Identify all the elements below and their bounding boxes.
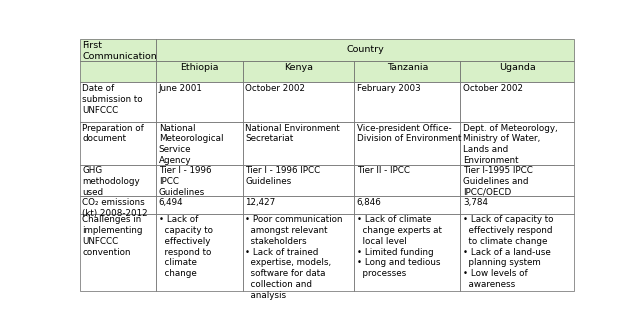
Text: Tanzania: Tanzania: [387, 62, 428, 72]
Bar: [354, 122, 461, 164]
Text: February 2003: February 2003: [357, 84, 420, 93]
Text: June 2001: June 2001: [159, 84, 203, 93]
Text: National Environment
Secretariat: National Environment Secretariat: [246, 124, 340, 143]
Text: Kenya: Kenya: [284, 62, 313, 72]
Bar: [461, 164, 574, 196]
Text: Tier I-1995 IPCC
Guidelines and
IPCC/OECD: Tier I-1995 IPCC Guidelines and IPCC/OEC…: [463, 166, 533, 197]
Bar: [461, 82, 574, 122]
Text: October 2002: October 2002: [246, 84, 306, 93]
Bar: [80, 82, 156, 122]
Bar: [354, 214, 461, 291]
Text: • Poor communication
  amongst relevant
  stakeholders
• Lack of trained
  exper: • Poor communication amongst relevant st…: [246, 215, 343, 300]
Bar: [80, 196, 156, 214]
Bar: [461, 61, 574, 82]
Bar: [243, 164, 354, 196]
Text: 6,846: 6,846: [357, 198, 382, 207]
Bar: [354, 61, 461, 82]
Bar: [354, 164, 461, 196]
Bar: [243, 61, 354, 82]
Bar: [243, 122, 354, 164]
Bar: [156, 61, 243, 82]
Bar: [156, 82, 243, 122]
Bar: [80, 214, 156, 291]
Text: Country: Country: [346, 45, 384, 55]
Bar: [80, 122, 156, 164]
Bar: [461, 196, 574, 214]
Bar: [354, 196, 461, 214]
Text: Ethiopia: Ethiopia: [181, 62, 219, 72]
Bar: [80, 164, 156, 196]
Text: 3,784: 3,784: [463, 198, 488, 207]
Bar: [80, 39, 156, 61]
Bar: [156, 214, 243, 291]
Text: Challenges in
implementing
UNFCCC
convention: Challenges in implementing UNFCCC conven…: [82, 215, 143, 257]
Bar: [156, 39, 574, 61]
Text: • Lack of
  capacity to
  effectively
  respond to
  climate
  change: • Lack of capacity to effectively respon…: [159, 215, 213, 278]
Text: National
Meteorological
Service
Agency: National Meteorological Service Agency: [159, 124, 223, 165]
Bar: [243, 82, 354, 122]
Text: October 2002: October 2002: [463, 84, 523, 93]
Bar: [156, 164, 243, 196]
Text: Uganda: Uganda: [499, 62, 536, 72]
Text: CO₂ emissions
(kt) 2008-2012: CO₂ emissions (kt) 2008-2012: [82, 198, 148, 218]
Text: GHG
methodology
used: GHG methodology used: [82, 166, 140, 197]
Text: • Lack of capacity to
  effectively respond
  to climate change
• Lack of a land: • Lack of capacity to effectively respon…: [463, 215, 553, 289]
Bar: [354, 82, 461, 122]
Text: Date of
submission to
UNFCCC: Date of submission to UNFCCC: [82, 84, 143, 114]
Bar: [156, 122, 243, 164]
Bar: [80, 61, 156, 82]
Text: • Lack of climate
  change experts at
  local level
• Limited funding
• Long and: • Lack of climate change experts at loca…: [357, 215, 441, 278]
Bar: [461, 214, 574, 291]
Text: Tier I - 1996
IPCC
Guidelines: Tier I - 1996 IPCC Guidelines: [159, 166, 211, 197]
Bar: [243, 196, 354, 214]
Text: Tier II - IPCC: Tier II - IPCC: [357, 166, 410, 175]
Text: 6,494: 6,494: [159, 198, 184, 207]
Text: Preparation of
document: Preparation of document: [82, 124, 144, 143]
Text: Vice-president Office-
Division of Environment: Vice-president Office- Division of Envir…: [357, 124, 461, 143]
Bar: [243, 214, 354, 291]
Text: First
Communication: First Communication: [82, 41, 157, 61]
Bar: [461, 122, 574, 164]
Text: Dept. of Meteorology,
Ministry of Water,
Lands and
Environment: Dept. of Meteorology, Ministry of Water,…: [463, 124, 558, 165]
Text: Tier I - 1996 IPCC
Guidelines: Tier I - 1996 IPCC Guidelines: [246, 166, 321, 186]
Text: 12,427: 12,427: [246, 198, 276, 207]
Bar: [156, 196, 243, 214]
